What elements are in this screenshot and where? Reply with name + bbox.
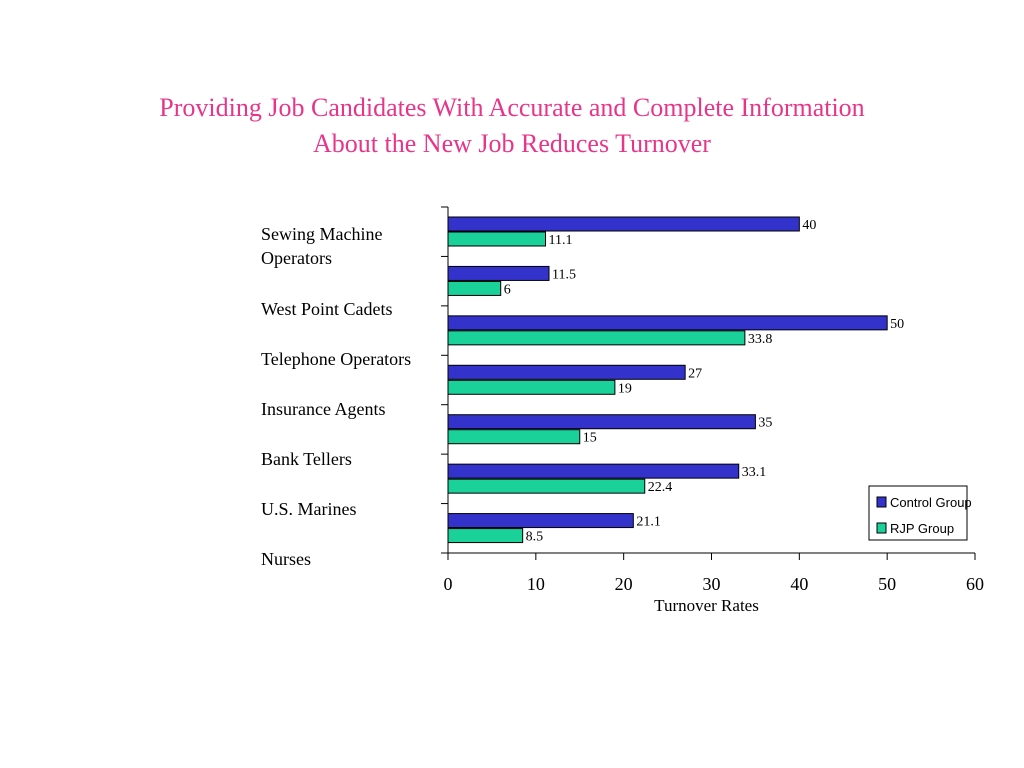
category-label: U.S. Marines: [261, 499, 357, 519]
bar-control-group: [447, 315, 888, 331]
bar-rjp-group: [447, 478, 646, 494]
data-label: 27: [688, 366, 702, 381]
data-label: 8.5: [526, 530, 544, 545]
bar-control-group: [447, 364, 686, 380]
data-label: 15: [583, 431, 597, 446]
legend-label-rjp-group: RJP Group: [890, 521, 954, 536]
bar-rjp-group: [447, 280, 502, 296]
bar-control-group: [447, 513, 634, 529]
bar-control-group: [447, 216, 800, 232]
chart-title: Providing Job Candidates With Accurate a…: [0, 90, 1024, 162]
legend-swatch-control-group: [876, 496, 887, 508]
chart-title-line-2: About the New Job Reduces Turnover: [313, 129, 711, 158]
bar-rjp-group: [447, 429, 581, 445]
x-tick-label: 60: [966, 574, 984, 594]
legend-swatch-rjp-group: [876, 522, 887, 534]
data-label: 50: [890, 317, 904, 332]
x-tick-label: 50: [878, 574, 896, 594]
data-label: 11.5: [552, 267, 576, 282]
data-label: 21.1: [636, 515, 661, 530]
bar-rjp-group: [447, 330, 746, 346]
x-tick-label: 0: [444, 574, 453, 594]
data-label: 33.8: [748, 332, 773, 347]
data-label: 19: [618, 381, 632, 396]
category-label: Nurses: [261, 549, 311, 569]
data-label: 35: [758, 416, 772, 431]
x-axis-title: Turnover Rates: [654, 596, 759, 615]
data-label: 11.1: [548, 233, 572, 248]
x-tick-label: 10: [527, 574, 545, 594]
bar-control-group: [447, 463, 740, 479]
chart-title-line-1: Providing Job Candidates With Accurate a…: [159, 93, 865, 122]
data-label: 6: [504, 282, 511, 297]
bar-rjp-group: [447, 528, 524, 544]
x-tick-label: 20: [615, 574, 633, 594]
bar-rjp-group: [447, 231, 546, 247]
category-label: Telephone Operators: [261, 349, 412, 369]
bar-control-group: [447, 414, 756, 430]
x-tick-label: 40: [790, 574, 808, 594]
x-tick-label: 30: [703, 574, 721, 594]
bar-rjp-group: [447, 379, 616, 395]
category-label: Bank Tellers: [261, 449, 352, 469]
category-label: Insurance Agents: [261, 399, 386, 419]
data-label: 33.1: [742, 465, 767, 480]
data-label: 40: [802, 218, 816, 233]
bar-control-group: [447, 265, 550, 281]
category-label: Sewing Machine Operators: [261, 224, 383, 268]
legend-label-control-group: Control Group: [890, 495, 972, 510]
category-label: West Point Cadets: [261, 299, 393, 319]
data-label: 22.4: [648, 480, 673, 495]
